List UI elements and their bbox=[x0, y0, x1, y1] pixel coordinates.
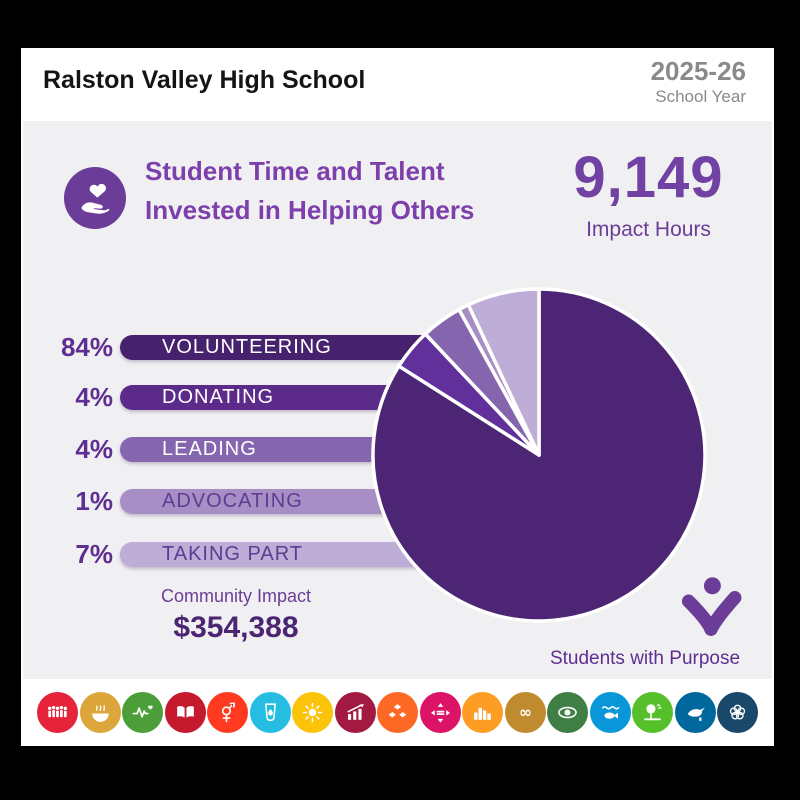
impact-hours-block: 9,149 Impact Hours bbox=[526, 146, 771, 242]
sdg-industry-innovation-icon bbox=[377, 692, 418, 733]
sdg-responsible-consumption-icon: ∞ bbox=[504, 692, 546, 733]
school-name: Ralston Valley High School bbox=[43, 66, 366, 94]
sdg-no-poverty-icon bbox=[37, 692, 78, 733]
sdg-reduced-inequalities-icon bbox=[419, 692, 461, 733]
sdg-decent-work-icon bbox=[334, 692, 376, 733]
header: Ralston Valley High School 2025-26 Schoo… bbox=[21, 48, 774, 121]
school-year-value: 2025-26 bbox=[650, 56, 746, 86]
sdg-quality-education-icon bbox=[164, 692, 206, 733]
sdg-climate-action-icon bbox=[547, 692, 588, 733]
percent-label: 84% bbox=[60, 332, 113, 362]
school-year-block: 2025-26 School Year bbox=[651, 56, 746, 108]
percent-label: 4% bbox=[75, 382, 113, 412]
percent-label: 4% bbox=[75, 434, 113, 464]
sdg-gender-equality-icon bbox=[207, 692, 248, 733]
percent-label: 1% bbox=[75, 486, 113, 516]
brand-name: Students with Purpose bbox=[549, 648, 741, 669]
students-with-purpose-logo-icon bbox=[672, 576, 750, 646]
percent-label: 7% bbox=[75, 539, 113, 569]
sdg-icon-strip: ∞ bbox=[21, 679, 774, 746]
impact-pie-chart bbox=[367, 283, 711, 627]
impact-hours-value: 9,149 bbox=[573, 145, 724, 210]
sdg-sustainable-cities-icon bbox=[462, 692, 503, 733]
svg-text:∞: ∞ bbox=[518, 704, 531, 722]
category-label: DONATING bbox=[162, 386, 275, 408]
sdg-zero-hunger-icon bbox=[79, 692, 121, 733]
sdg-life-below-water-icon bbox=[589, 692, 631, 733]
heart-in-hand-icon bbox=[64, 167, 126, 229]
page-title: Student Time and Talent Invested in Help… bbox=[145, 152, 474, 230]
impact-hours-label: Impact Hours bbox=[586, 218, 711, 241]
community-impact-block: Community Impact $354,388 bbox=[116, 586, 356, 645]
sdg-good-health-icon bbox=[122, 692, 163, 733]
sdg-clean-water-icon bbox=[249, 692, 291, 733]
sdg-life-on-land-icon bbox=[632, 692, 673, 733]
category-label: TAKING PART bbox=[162, 543, 304, 565]
category-label: LEADING bbox=[162, 438, 257, 460]
sdg-affordable-energy-icon bbox=[292, 692, 333, 733]
category-label: VOLUNTEERING bbox=[162, 336, 332, 358]
category-label: ADVOCATING bbox=[162, 490, 303, 512]
pie-slice-taking-part bbox=[466, 287, 541, 457]
page-title-line2: Invested in Helping Others bbox=[145, 195, 475, 225]
sdg-partnerships-icon bbox=[717, 692, 758, 733]
sdg-peace-justice-icon bbox=[674, 692, 716, 733]
page-title-line1: Student Time and Talent bbox=[145, 156, 445, 186]
report-card: Ralston Valley High School 2025-26 Schoo… bbox=[21, 48, 774, 746]
community-impact-value: $354,388 bbox=[173, 611, 299, 644]
community-impact-label: Community Impact bbox=[160, 586, 312, 606]
school-year-label: School Year bbox=[655, 87, 746, 106]
